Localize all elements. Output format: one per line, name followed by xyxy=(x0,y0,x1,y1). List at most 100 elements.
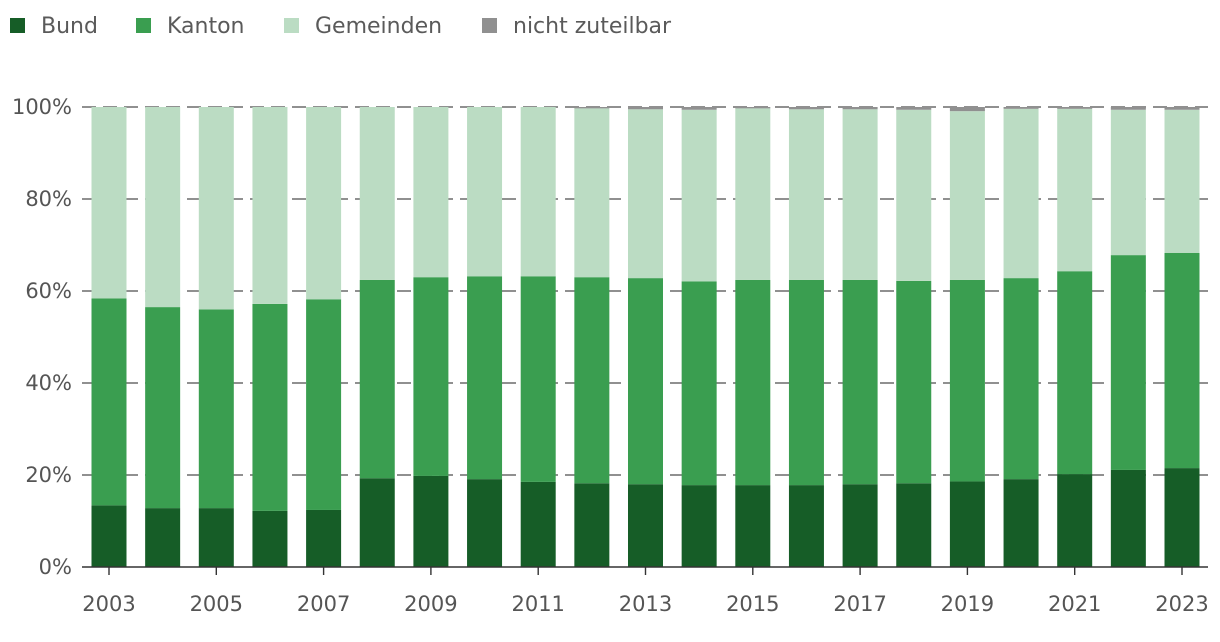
bar-bund-2014 xyxy=(681,485,717,567)
bar-group-2022 xyxy=(1110,107,1146,567)
legend-swatch-gemeinden xyxy=(284,18,299,33)
bar-bund-2020 xyxy=(1003,479,1039,567)
bar-group-2012 xyxy=(574,107,610,567)
bar-bund-2013 xyxy=(628,484,663,567)
bar-kanton-2008 xyxy=(359,279,395,479)
bar-group-2013 xyxy=(628,107,663,567)
bar-nicht-zuteilbar-2013 xyxy=(628,107,663,110)
bar-gemeinden-2022 xyxy=(1110,109,1146,256)
bar-group-2004 xyxy=(145,107,181,567)
legend: Bund Kanton Gemeinden nicht zuteilbar xyxy=(10,14,672,39)
bar-nicht-zuteilbar-2019 xyxy=(949,107,985,112)
bar-group-2009 xyxy=(413,107,449,567)
bar-bund-2004 xyxy=(145,508,181,567)
bar-group-2017 xyxy=(842,107,878,567)
bar-group-2020 xyxy=(1003,107,1039,567)
bar-kanton-2003 xyxy=(91,298,127,506)
bar-gemeinden-2010 xyxy=(467,107,503,277)
bar-kanton-2010 xyxy=(467,276,503,480)
bar-group-2011 xyxy=(520,107,556,567)
bar-bund-2010 xyxy=(467,479,503,567)
bar-gemeinden-2008 xyxy=(359,107,395,280)
bar-bund-2018 xyxy=(896,483,932,567)
bar-kanton-2022 xyxy=(1110,255,1146,470)
bar-bund-2006 xyxy=(252,510,288,567)
bar-group-2021 xyxy=(1057,107,1093,567)
x-tick-label-2023: 2023 xyxy=(1155,592,1208,616)
bar-nicht-zuteilbar-2020 xyxy=(1003,107,1039,109)
y-tick-label-100-: 100% xyxy=(12,95,72,119)
bar-gemeinden-2006 xyxy=(252,107,288,304)
bar-gemeinden-2023 xyxy=(1164,109,1200,253)
bar-group-2023 xyxy=(1164,107,1200,567)
bar-gemeinden-2021 xyxy=(1057,108,1093,272)
bar-bund-2007 xyxy=(306,509,342,567)
bar-bund-2003 xyxy=(91,505,127,567)
bar-nicht-zuteilbar-2017 xyxy=(842,107,878,110)
bars xyxy=(91,107,1200,567)
legend-swatch-bund xyxy=(10,18,25,33)
y-tick-label-80-: 80% xyxy=(25,187,72,211)
bar-group-2018 xyxy=(896,107,932,567)
bar-kanton-2019 xyxy=(949,279,985,482)
y-tick-label-20-: 20% xyxy=(25,463,72,487)
bar-kanton-2005 xyxy=(198,309,234,509)
bar-gemeinden-2007 xyxy=(306,107,342,300)
bar-nicht-zuteilbar-2022 xyxy=(1110,107,1146,110)
bar-nicht-zuteilbar-2015 xyxy=(735,107,771,109)
bar-kanton-2009 xyxy=(413,277,449,476)
bar-kanton-2006 xyxy=(252,303,288,511)
bar-group-2008 xyxy=(359,107,395,567)
bar-gemeinden-2018 xyxy=(896,109,932,281)
bar-bund-2022 xyxy=(1110,469,1146,567)
bar-group-2010 xyxy=(467,107,503,567)
bar-nicht-zuteilbar-2016 xyxy=(788,107,824,110)
x-tick-label-2003: 2003 xyxy=(82,592,135,616)
bar-bund-2011 xyxy=(520,481,556,567)
bar-kanton-2021 xyxy=(1057,271,1093,475)
bar-kanton-2014 xyxy=(681,281,717,486)
bar-bund-2008 xyxy=(359,478,395,567)
bar-group-2006 xyxy=(252,107,288,567)
legend-label-bund: Bund xyxy=(41,14,98,39)
bar-bund-2021 xyxy=(1057,474,1093,567)
bar-nicht-zuteilbar-2023 xyxy=(1164,107,1200,110)
legend-swatch-kanton xyxy=(136,18,151,33)
axes xyxy=(82,566,1208,575)
x-tick-label-2015: 2015 xyxy=(726,592,779,616)
bar-group-2005 xyxy=(198,107,234,567)
x-tick-label-2007: 2007 xyxy=(297,592,350,616)
y-tick-label-60-: 60% xyxy=(25,279,72,303)
y-axis-labels: 0% 20% 40% 60% 80% 100% xyxy=(12,95,72,579)
x-tick-label-2017: 2017 xyxy=(833,592,886,616)
bar-group-2019 xyxy=(949,107,985,567)
legend-label-kanton: Kanton xyxy=(167,14,245,39)
bar-bund-2019 xyxy=(949,481,985,567)
bar-gemeinden-2009 xyxy=(413,107,449,278)
x-axis-labels: 2003 2005 2007 2009 2011 2013 2015 2017 2019 2021… xyxy=(82,592,1208,616)
bar-bund-2012 xyxy=(574,483,610,567)
bar-group-2014 xyxy=(681,107,717,567)
bar-gemeinden-2011 xyxy=(520,107,556,277)
bar-gemeinden-2003 xyxy=(91,107,127,299)
legend-label-gemeinden: Gemeinden xyxy=(315,14,442,39)
bar-nicht-zuteilbar-2014 xyxy=(681,107,717,110)
x-tick-label-2005: 2005 xyxy=(190,592,243,616)
bar-gemeinden-2017 xyxy=(842,109,878,280)
bar-gemeinden-2005 xyxy=(198,107,234,310)
legend-swatch-nicht-zuteilbar xyxy=(482,18,497,33)
bar-nicht-zuteilbar-2012 xyxy=(574,107,610,109)
bar-kanton-2015 xyxy=(735,279,771,486)
bar-kanton-2023 xyxy=(1164,252,1200,469)
bar-bund-2023 xyxy=(1164,468,1200,567)
legend-label-nicht-zuteilbar: nicht zuteilbar xyxy=(513,14,672,39)
bar-kanton-2016 xyxy=(788,279,824,486)
bar-group-2015 xyxy=(735,107,771,567)
bar-gemeinden-2013 xyxy=(628,109,663,279)
x-tick-label-2019: 2019 xyxy=(941,592,994,616)
bar-gemeinden-2012 xyxy=(574,108,610,278)
bar-kanton-2017 xyxy=(842,279,878,485)
bar-bund-2015 xyxy=(735,485,771,567)
bar-bund-2016 xyxy=(788,485,824,567)
